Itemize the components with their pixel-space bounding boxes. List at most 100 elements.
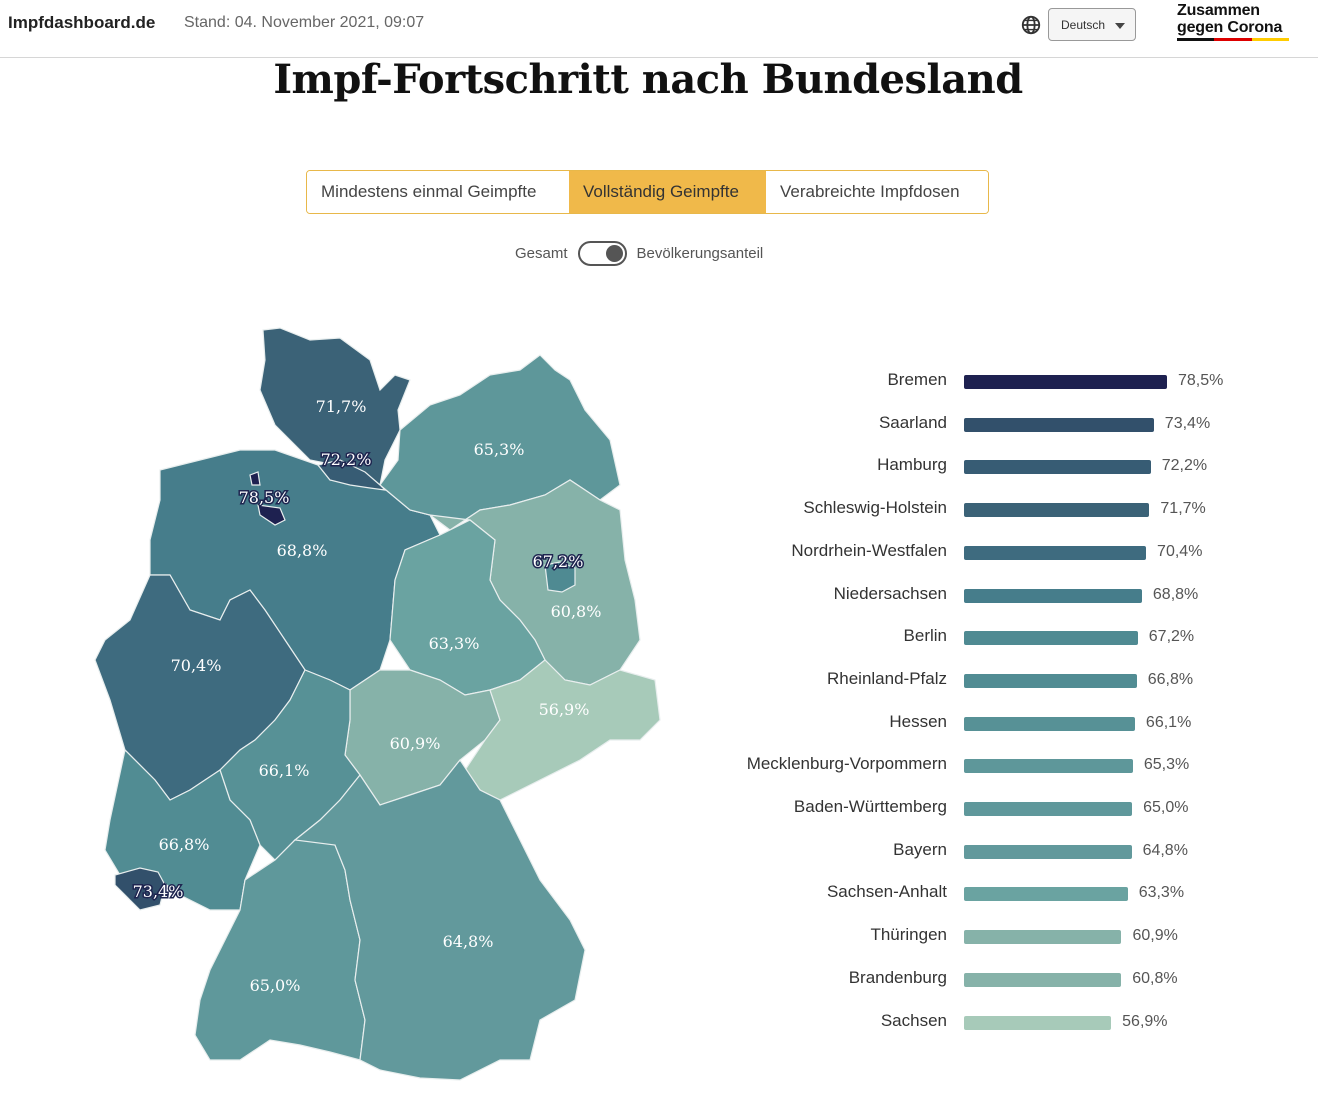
bar — [964, 1015, 1112, 1030]
bar-value-label: 72,2% — [1161, 457, 1208, 475]
bar-value-label: 60,8% — [1132, 969, 1178, 987]
bar-value-label: 56,9% — [1122, 1012, 1168, 1030]
language-value: Deutsch — [1061, 18, 1106, 32]
bar-value-label: 68,8% — [1152, 585, 1199, 603]
bar-label: Niedersachsen — [833, 583, 947, 603]
bar — [964, 417, 1154, 432]
bar-label: Nordrhein-Westfalen — [791, 540, 947, 560]
bar-label: Sachsen — [880, 1010, 947, 1030]
bar-row-saarland[interactable]: Saarland 73,4% — [700, 403, 1300, 443]
bar-label: Bremen — [887, 370, 947, 389]
map-region-hamburg[interactable] — [316, 459, 387, 491]
map-region-schleswig-holstein[interactable] — [259, 327, 411, 486]
bar-value-label: 66,8% — [1147, 670, 1194, 688]
bar-row-baden-wuerttemberg[interactable]: Baden-Württemberg 65,0% — [700, 787, 1300, 827]
map-label-nordrhein-westfalen: 70,4% — [171, 656, 222, 675]
map-label-bremen: 78,5% — [239, 488, 290, 507]
map-label-berlin: 67,2% — [533, 552, 584, 571]
globe-icon[interactable] — [1020, 14, 1042, 36]
bar-row-hessen[interactable]: Hessen 66,1% — [700, 702, 1300, 742]
map-label-bayern: 64,8% — [443, 932, 494, 951]
bar-label: Mecklenburg-Vorpommern — [746, 754, 947, 774]
logo-line-2: gegen Corona — [1177, 19, 1283, 36]
tab-impfdosen[interactable]: Verabreichte Impfdosen — [766, 171, 988, 213]
bar — [964, 460, 1151, 475]
page-title: Impf-Fortschritt nach Bundesland — [273, 56, 1023, 103]
bar-value-label: 71,7% — [1160, 500, 1206, 518]
map-label-sachsen-anhalt: 63,3% — [429, 634, 480, 653]
bar-label: Rheinland-Pfalz — [826, 668, 947, 688]
bar-row-rheinland-pfalz[interactable]: Rheinland-Pfalz 66,8% — [700, 659, 1300, 699]
bar-label: Hamburg — [877, 455, 947, 475]
bar — [964, 588, 1142, 603]
tab-vollstaendig[interactable]: Vollständig Geimpfte — [569, 171, 766, 213]
map-label-niedersachsen: 68,8% — [277, 541, 328, 560]
map-label-hessen: 66,1% — [259, 761, 310, 780]
bar — [964, 802, 1133, 816]
bar-value-label: 65,3% — [1143, 756, 1190, 774]
bar-row-brandenburg[interactable]: Brandenburg 60,8% — [700, 958, 1300, 998]
bar-label: Schleswig-Holstein — [803, 498, 947, 518]
bar — [964, 631, 1138, 646]
bar-label: Baden-Württemberg — [793, 797, 947, 816]
bar-row-thueringen[interactable]: Thüringen 60,9% — [700, 915, 1300, 955]
bar — [964, 503, 1150, 518]
bar-row-mecklenburg-vorpommern[interactable]: Mecklenburg-Vorpommern 65,3% — [700, 744, 1300, 784]
bar-row-nordrhein-westfalen[interactable]: Nordrhein-Westfalen 70,4% — [700, 531, 1300, 571]
bar-row-sachsen-anhalt[interactable]: Sachsen-Anhalt 63,3% — [700, 872, 1300, 912]
state-bar-chart: Bremen 78,5% Saarland 73,4% Hamburg 72,2% Schl… — [700, 360, 1300, 1060]
toggle-label-anteil: Bevölkerungsanteil — [636, 245, 764, 262]
bar-row-hamburg[interactable]: Hamburg 72,2% — [700, 445, 1300, 485]
map-region-bremen[interactable] — [249, 471, 286, 526]
map-region-sachsen[interactable] — [464, 659, 661, 801]
bar — [964, 844, 1132, 859]
metric-tabs: Mindestens einmal Geimpfte Vollständig G… — [306, 170, 989, 214]
bar-row-schleswig-holstein[interactable]: Schleswig-Holstein 71,7% — [700, 488, 1300, 528]
bar — [964, 716, 1135, 731]
bar-row-sachsen[interactable]: Sachsen 56,9% — [700, 1001, 1300, 1041]
data-timestamp: Stand: 04. November 2021, 09:07 — [184, 14, 425, 31]
bar — [964, 375, 1167, 389]
map-region-mecklenburg-vorpommern[interactable] — [379, 354, 621, 531]
germany-choropleth-map: 71,7% 72,2% 65,3% 78,5% 68,8% 60,8% 67,2% 63,3%… — [94, 327, 661, 1081]
bar-value-label: 73,4% — [1164, 414, 1211, 432]
bar-label: Bayern — [893, 839, 947, 859]
bar-row-niedersachsen[interactable]: Niedersachsen 68,8% — [700, 574, 1300, 614]
bar — [964, 930, 1122, 945]
map-label-saarland: 73,4% — [133, 882, 184, 901]
bar — [964, 887, 1128, 902]
toggle-knob — [605, 245, 623, 262]
language-select[interactable]: Deutsch — [1048, 8, 1136, 41]
bar-label: Saarland — [878, 412, 947, 432]
bar-value-label: 66,1% — [1145, 713, 1192, 731]
map-region-saarland[interactable] — [114, 867, 166, 911]
bar-value-label: 64,8% — [1142, 841, 1188, 859]
bar-value-label: 70,4% — [1157, 542, 1203, 560]
bar-label: Hessen — [889, 711, 947, 731]
logo-flag-stripe — [1177, 38, 1289, 41]
bar — [964, 972, 1122, 987]
bar-value-label: 63,3% — [1138, 884, 1185, 902]
toggle-switch[interactable] — [577, 241, 627, 266]
logo-line-1: Zusammen — [1177, 2, 1260, 19]
map-label-hamburg: 72,2% — [321, 450, 372, 469]
bar-value-label: 78,5% — [1178, 372, 1224, 389]
bar-row-bremen[interactable]: Bremen 78,5% — [700, 360, 1300, 400]
bar — [964, 545, 1147, 560]
brand-link[interactable]: Impfdashboard.de — [8, 13, 156, 32]
top-bar: Impfdashboard.de Stand: 04. November 202… — [0, 0, 1318, 58]
bar-row-bayern[interactable]: Bayern 64,8% — [700, 830, 1300, 870]
tab-mindestens-einmal[interactable]: Mindestens einmal Geimpfte — [307, 171, 569, 213]
bar-label: Thüringen — [870, 925, 947, 945]
bar — [964, 759, 1133, 774]
map-region-bayern[interactable] — [293, 758, 586, 1081]
bar-row-berlin[interactable]: Berlin 67,2% — [700, 616, 1300, 656]
map-region-berlin[interactable] — [544, 561, 576, 593]
chevron-down-icon — [1115, 23, 1125, 29]
map-label-sachsen: 56,9% — [539, 700, 590, 719]
zusammen-gegen-corona-logo[interactable]: Zusammen gegen Corona — [1177, 2, 1289, 41]
bar-value-label: 60,9% — [1132, 927, 1178, 945]
bar-label: Brandenburg — [848, 967, 947, 987]
map-label-thueringen: 60,9% — [390, 734, 441, 753]
bar-value-label: 65,0% — [1143, 799, 1189, 816]
